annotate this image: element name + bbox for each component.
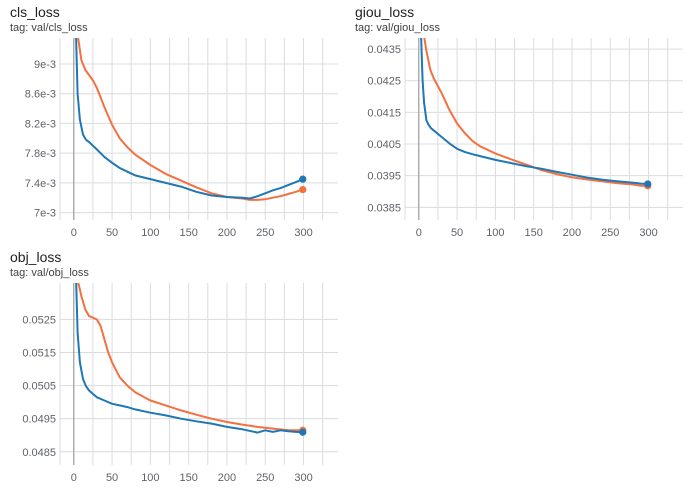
y-tick-label: 9e-3	[34, 59, 56, 71]
series-line-orange	[77, 38, 304, 201]
x-tick-label: 150	[179, 472, 197, 484]
y-tick-label: 7.8e-3	[25, 148, 56, 160]
series-group	[75, 283, 303, 434]
y-tick-label: 8.6e-3	[25, 89, 56, 101]
x-tick-label: 150	[524, 227, 542, 239]
chart-panel-cls-loss: cls_loss tag: val/cls_loss 0 50 100 150 200 2…	[10, 4, 340, 240]
chart-tag: tag: val/giou_loss	[355, 22, 440, 34]
x-tick-label: 0	[71, 472, 77, 484]
x-tick-label: 0	[416, 227, 422, 239]
chart-panel-obj-loss: obj_loss tag: val/obj_loss 0 50 100 150 200 2…	[10, 249, 340, 485]
x-tick-label: 50	[451, 227, 463, 239]
x-tick-label: 100	[141, 472, 159, 484]
x-tick-label: 250	[256, 227, 274, 239]
x-tick-label: 0	[71, 227, 77, 239]
series-end-point-blue	[299, 428, 307, 436]
chart-plot[interactable]: 0 50 100 150 200 250 300 7e-3 7.4e-3 7.8e-3 8.2e-3…	[10, 4, 340, 240]
x-tick-label: 50	[106, 227, 118, 239]
chart-panel-giou-loss: giou_loss tag: val/giou_loss 0 50 100 150 20…	[355, 4, 685, 240]
series-end-point-orange	[299, 185, 307, 194]
series-group	[420, 38, 648, 187]
y-tick-label: 8.2e-3	[25, 118, 56, 130]
y-tick-label: 0.0415	[367, 107, 401, 119]
x-tick-label: 250	[256, 472, 274, 484]
y-tick-label: 0.0385	[367, 202, 401, 214]
x-tick-label: 100	[141, 227, 159, 239]
y-tick-label: 0.0485	[22, 447, 56, 459]
y-tick-label: 0.0525	[22, 314, 56, 326]
series-group	[75, 38, 304, 201]
chart-plot[interactable]: 0 50 100 150 200 250 300 0.0385 0.0395 0.0405 0.04…	[355, 4, 685, 240]
y-tick-label: 0.0405	[367, 139, 401, 151]
series-end-point-blue	[299, 175, 307, 183]
x-tick-label: 250	[601, 227, 619, 239]
y-tick-label: 0.0425	[367, 76, 401, 88]
y-tick-label: 0.0495	[22, 414, 56, 426]
series-line-blue	[75, 38, 304, 200]
x-tick-label: 300	[639, 227, 657, 239]
y-tick-label: 7e-3	[34, 208, 56, 220]
x-tick-label: 300	[294, 227, 312, 239]
x-tick-label: 100	[486, 227, 504, 239]
series-line-blue	[420, 38, 648, 185]
chart-plot[interactable]: 0 50 100 150 200 250 300 0.0485 0.0495 0.0505 0.05…	[10, 249, 340, 485]
series-end-point-blue	[644, 180, 652, 188]
x-tick-label: 300	[294, 472, 312, 484]
chart-title: obj_loss	[10, 249, 62, 265]
series-line-orange	[77, 283, 303, 432]
x-tick-label: 50	[106, 472, 118, 484]
y-tick-label: 0.0515	[22, 347, 56, 359]
series-line-blue	[75, 283, 303, 434]
y-tick-label: 0.0505	[22, 381, 56, 393]
chart-tag: tag: val/obj_loss	[10, 267, 89, 279]
x-tick-label: 200	[218, 227, 236, 239]
chart-title: giou_loss	[355, 4, 415, 20]
x-tick-label: 200	[218, 472, 236, 484]
chart-tag: tag: val/cls_loss	[10, 22, 88, 34]
x-tick-label: 200	[563, 227, 581, 239]
series-line-orange	[423, 38, 648, 187]
y-tick-label: 0.0395	[367, 171, 401, 183]
y-tick-label: 7.4e-3	[25, 178, 56, 190]
y-tick-label: 0.0435	[367, 44, 401, 56]
x-tick-label: 150	[179, 227, 197, 239]
chart-title: cls_loss	[10, 4, 60, 20]
